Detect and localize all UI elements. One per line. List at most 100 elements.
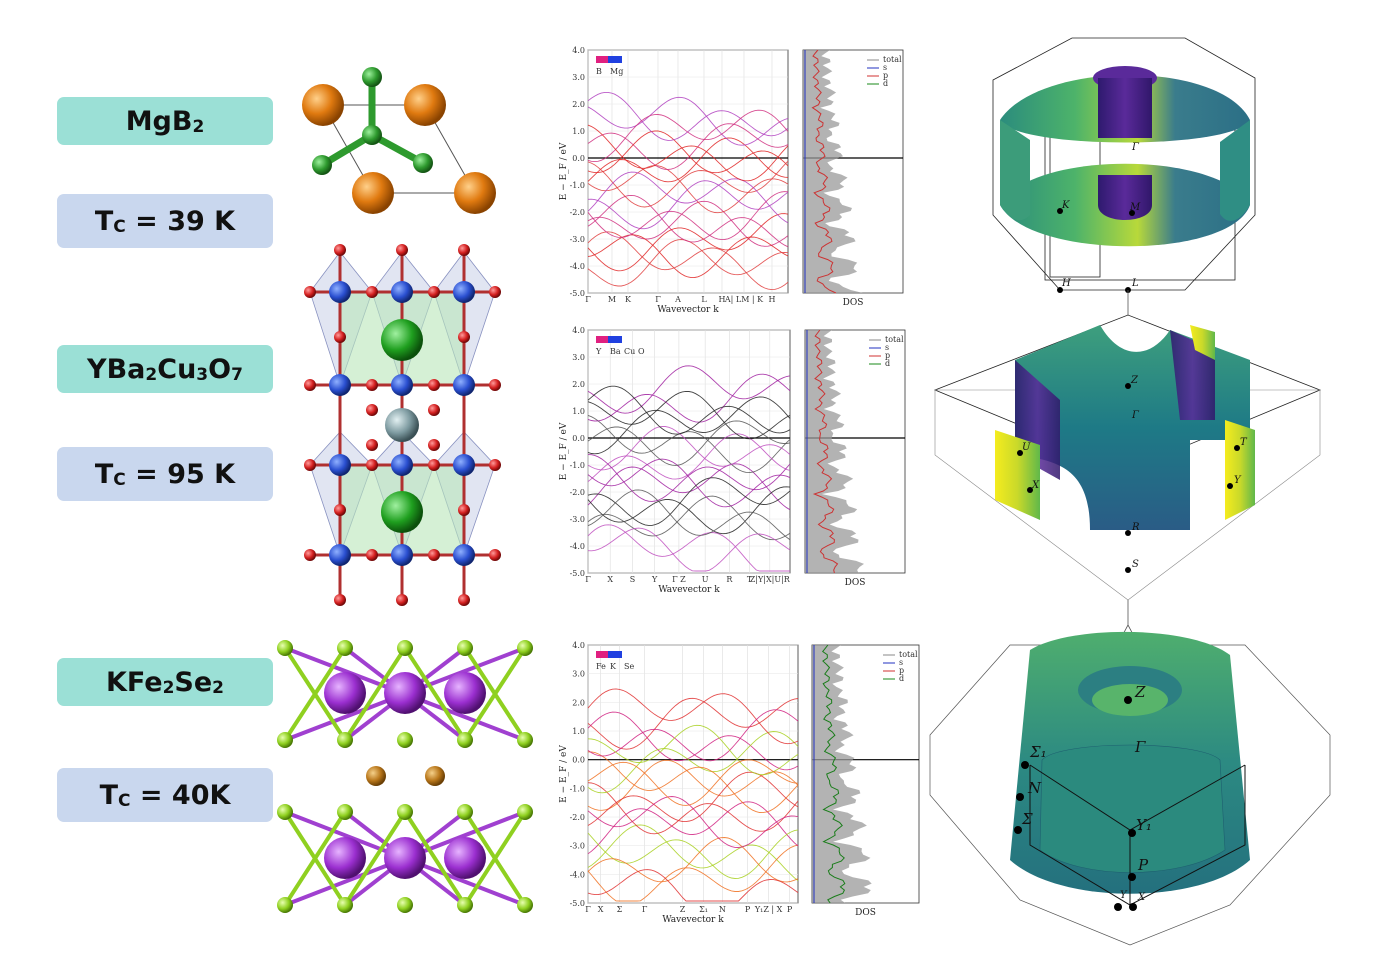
atom-legend: B — [596, 67, 602, 76]
fs2-r-label: R — [1131, 522, 1140, 533]
x-axis-label: Wavevector k — [657, 305, 719, 315]
ytick: -2.0 — [570, 813, 585, 822]
dos-legend-item: total — [883, 55, 902, 64]
fs3-x-label: X — [1137, 892, 1146, 903]
kpath-label: Γ Z — [672, 575, 686, 584]
kpath-label: N — [719, 905, 726, 914]
kpath-label: Y — [651, 575, 658, 584]
kpath-label: Σ₁ — [699, 905, 708, 914]
ytick: -4.0 — [570, 262, 585, 271]
kpath-label: A — [674, 295, 681, 304]
kpath-label: Γ — [655, 295, 661, 304]
ytick: 2.0 — [572, 380, 585, 389]
dos-legend-item: p — [885, 351, 890, 360]
ytick: 4.0 — [572, 46, 585, 55]
kpath-label: Γ — [642, 905, 648, 914]
y-axis-label: E − E_F / eV — [559, 142, 569, 200]
dos-legend-item: d — [885, 359, 890, 368]
band-panel-1: Γ X S Y Γ Z U R TZ|Y|X|U|R Wavevector k E − E_F /… — [559, 329, 791, 595]
fs3-n-label: N — [1027, 779, 1042, 797]
mgb2-structure — [302, 67, 496, 214]
fs1-m-label: M — [1129, 202, 1141, 213]
y-axis-label: E − E_F / eV — [559, 745, 569, 803]
fs3-gamma-label: Γ — [1134, 738, 1146, 756]
dos-label: DOS — [843, 298, 864, 308]
kpath-label: Γ — [585, 905, 591, 914]
ytick: -5.0 — [570, 569, 585, 578]
ytick: -3.0 — [570, 235, 585, 244]
dos-legend-item: d — [883, 79, 888, 88]
fs3-sigma-label: Σ — [1021, 810, 1033, 828]
fs2-gamma-label: Γ — [1131, 410, 1140, 421]
atom-legend: Cu — [624, 347, 635, 356]
dos-legend-item: total — [899, 650, 918, 659]
kpath-label: K — [625, 295, 632, 304]
kpath-label: X — [607, 575, 613, 584]
fs1-gamma-label: Γ — [1131, 142, 1140, 153]
dos-label: DOS — [855, 908, 876, 918]
atom-legend: Mg — [610, 67, 623, 76]
ytick: 3.0 — [572, 73, 585, 82]
dos-legend-item: d — [899, 674, 904, 683]
kpath-label: X — [598, 905, 604, 914]
fermi-surface-kfe2se2: Z Γ Σ₁ N Σ Y₁ P X Y — [929, 631, 1331, 946]
fs3-sigma1-label: Σ₁ — [1029, 743, 1047, 761]
material-label-ybco: YBa 2 Cu 3 O 7 — [57, 345, 273, 393]
ytick: 1.0 — [572, 407, 585, 416]
kpath-label: Γ — [585, 575, 591, 584]
kpath-label: Z — [680, 905, 686, 914]
x-axis-label: Wavevector k — [658, 585, 720, 595]
kpath-label: Z|Y|X|U|R — [750, 575, 791, 584]
fs3-y1-label: Y₁ — [1136, 816, 1152, 834]
dos-legend-item: p — [883, 71, 888, 80]
ytick: 3.0 — [572, 353, 585, 362]
material-label-mgb2: MgB 2 — [57, 97, 273, 145]
kpath-label: T — [747, 575, 753, 584]
atom-legend: Ba — [610, 347, 621, 356]
kpath-label: A| LM | K — [724, 295, 764, 304]
fs2-x-label: X — [1031, 480, 1040, 491]
dos-legend-item: s — [883, 63, 887, 72]
ytick: 4.0 — [572, 326, 585, 335]
dos-legend-item: s — [885, 343, 889, 352]
x-axis-label: Wavevector k — [662, 915, 724, 925]
dos-legend-item: p — [899, 666, 904, 675]
ytick: -1.0 — [570, 181, 585, 190]
ytick: -3.0 — [570, 515, 585, 524]
kpath-label: Y₁Z | X — [754, 905, 783, 914]
ytick: 0.0 — [572, 756, 585, 765]
kpath-label: Σ — [617, 905, 623, 914]
ytick: 0.0 — [572, 154, 585, 163]
ytick: -1.0 — [570, 461, 585, 470]
fermi-surface-ybco: Z Γ U X T Y R S — [933, 314, 1322, 601]
fs2-z-label: Z — [1130, 375, 1139, 386]
kpath-label: H — [769, 295, 776, 304]
kpath-label: L — [701, 295, 707, 304]
kpath-label: P — [745, 905, 751, 914]
atom-legend: Y — [595, 347, 602, 356]
ytick: -4.0 — [570, 542, 585, 551]
ytick: 1.0 — [572, 727, 585, 736]
fs3-y-label: Y — [1120, 890, 1128, 901]
kpath-label: U — [702, 575, 709, 584]
fs2-s-label: S — [1132, 559, 1139, 570]
ytick: 2.0 — [572, 698, 585, 707]
ytick: 1.0 — [572, 127, 585, 136]
fs1-l-label: L — [1131, 278, 1139, 289]
fs1-k-label: K — [1061, 200, 1070, 211]
fs1-h-label: H — [1061, 278, 1071, 289]
atom-legend: O — [638, 347, 645, 356]
ytick: -5.0 — [570, 289, 585, 298]
kpath-label: M — [608, 295, 616, 304]
kpath-label: S — [630, 575, 635, 584]
ytick: 0.0 — [572, 434, 585, 443]
ytick: 3.0 — [572, 670, 585, 679]
